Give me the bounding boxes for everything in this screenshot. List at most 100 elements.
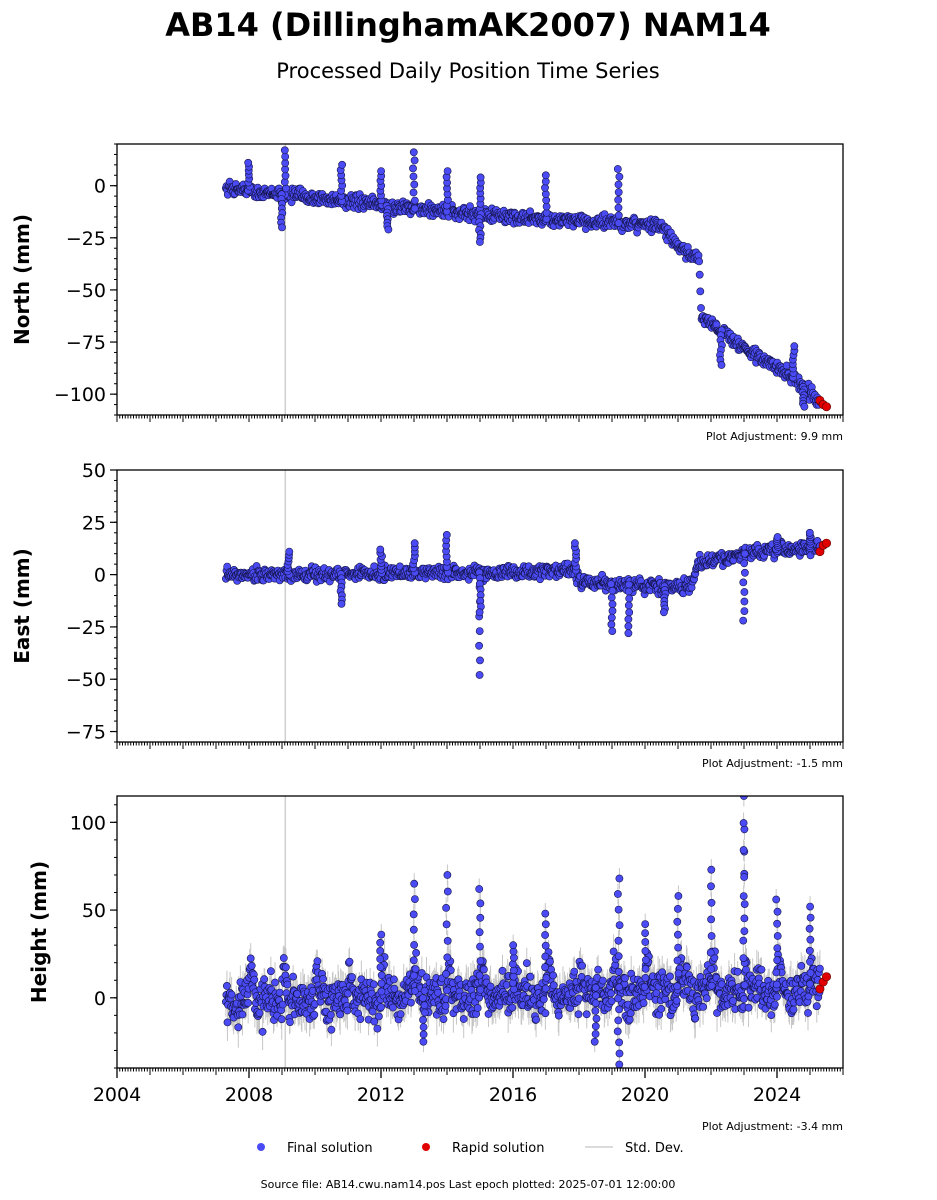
data-point [570, 967, 579, 976]
y-axis-label: North (mm) [10, 214, 34, 345]
data-point [238, 1010, 247, 1019]
data-point [476, 173, 485, 182]
panels: 0 −25 −50 −75 −100 North (mm) Plot Adjustment:… [10, 143, 844, 1133]
data-point [258, 1027, 267, 1036]
data-point [624, 622, 633, 631]
data-point [614, 195, 623, 204]
data-point [666, 972, 674, 981]
data-point [310, 1010, 319, 1019]
y-tick-label: −75 [66, 722, 106, 744]
data-point [473, 1004, 482, 1012]
rapid-points [815, 395, 831, 412]
data-point [389, 975, 398, 984]
data-point [549, 981, 558, 990]
plot-area [221, 470, 831, 742]
data-point [247, 961, 256, 970]
data-point [370, 1017, 379, 1026]
data-point [390, 984, 399, 993]
data-point [702, 994, 711, 1003]
data-point [613, 165, 622, 173]
data-point [285, 547, 294, 556]
y-tick-label: −100 [54, 384, 106, 406]
y-tick-label: −50 [66, 280, 106, 302]
data-point [260, 975, 269, 984]
data-point [250, 975, 259, 984]
data-point [343, 989, 352, 998]
data-point [695, 257, 703, 266]
data-point [278, 223, 286, 232]
plot-adjustment: Plot Adjustment: 9.9 mm [706, 430, 843, 443]
data-point [227, 990, 236, 999]
panel-east: 50 25 0 −25 −50 −75 East (mm) Plot Adjustment: … [10, 460, 844, 770]
data-point [739, 578, 748, 587]
y-tick-label: −50 [66, 669, 106, 691]
data-point [608, 586, 617, 595]
data-point [549, 971, 557, 980]
data-point [571, 539, 579, 548]
y-tick-label: 50 [82, 460, 106, 482]
data-point [639, 999, 648, 1007]
data-point [280, 146, 289, 155]
data-point [475, 671, 484, 679]
data-point [508, 1003, 517, 1012]
y-tick-label: −75 [66, 332, 106, 354]
data-point [275, 988, 284, 997]
data-point [442, 531, 451, 539]
data-point [522, 959, 531, 967]
data-point [695, 270, 704, 279]
data-point [356, 1015, 365, 1023]
data-point [691, 1014, 700, 1023]
data-point [244, 158, 253, 167]
data-point [740, 607, 749, 615]
data-point [582, 1010, 591, 1019]
data-point [246, 954, 255, 963]
data-point [443, 167, 452, 175]
rapid-point [821, 538, 831, 548]
rapid-point [821, 402, 831, 412]
data-point [614, 188, 623, 197]
data-point [614, 203, 623, 212]
data-point [439, 1015, 448, 1023]
data-point [369, 980, 378, 989]
data-point [607, 613, 616, 622]
data-point [412, 949, 420, 957]
data-point [374, 1012, 383, 1021]
data-point [475, 627, 484, 635]
data-point [336, 1010, 345, 1019]
data-point [475, 238, 484, 246]
data-point [244, 999, 252, 1007]
data-point [441, 1002, 450, 1010]
data-point [615, 172, 624, 181]
data-point [660, 608, 668, 617]
data-point [255, 1009, 264, 1017]
data-point [697, 304, 705, 312]
rapid-points [815, 538, 831, 557]
data-point [608, 627, 617, 635]
data-point [657, 1005, 666, 1013]
data-point [594, 965, 602, 974]
y-tick-label: 0 [94, 565, 106, 587]
data-point [479, 965, 488, 974]
data-point [740, 549, 749, 558]
data-point [740, 559, 749, 568]
data-point [607, 989, 615, 998]
data-point [625, 580, 633, 589]
data-point [541, 1009, 550, 1018]
data-point [475, 641, 483, 650]
data-point [625, 608, 634, 617]
data-point [554, 1011, 563, 1020]
data-point [433, 988, 442, 997]
data-point [266, 967, 275, 976]
data-point [624, 601, 633, 610]
data-point [532, 1015, 540, 1024]
data-point [546, 957, 554, 966]
data-point [234, 1023, 243, 1032]
data-point [740, 597, 749, 606]
data-point [790, 342, 799, 351]
data-point [609, 947, 618, 956]
panel-north: 0 −25 −50 −75 −100 North (mm) Plot Adjustment:… [10, 143, 844, 443]
data-point [740, 588, 749, 596]
y-tick-label: −25 [66, 617, 106, 639]
y-tick-label: 0 [94, 176, 106, 198]
